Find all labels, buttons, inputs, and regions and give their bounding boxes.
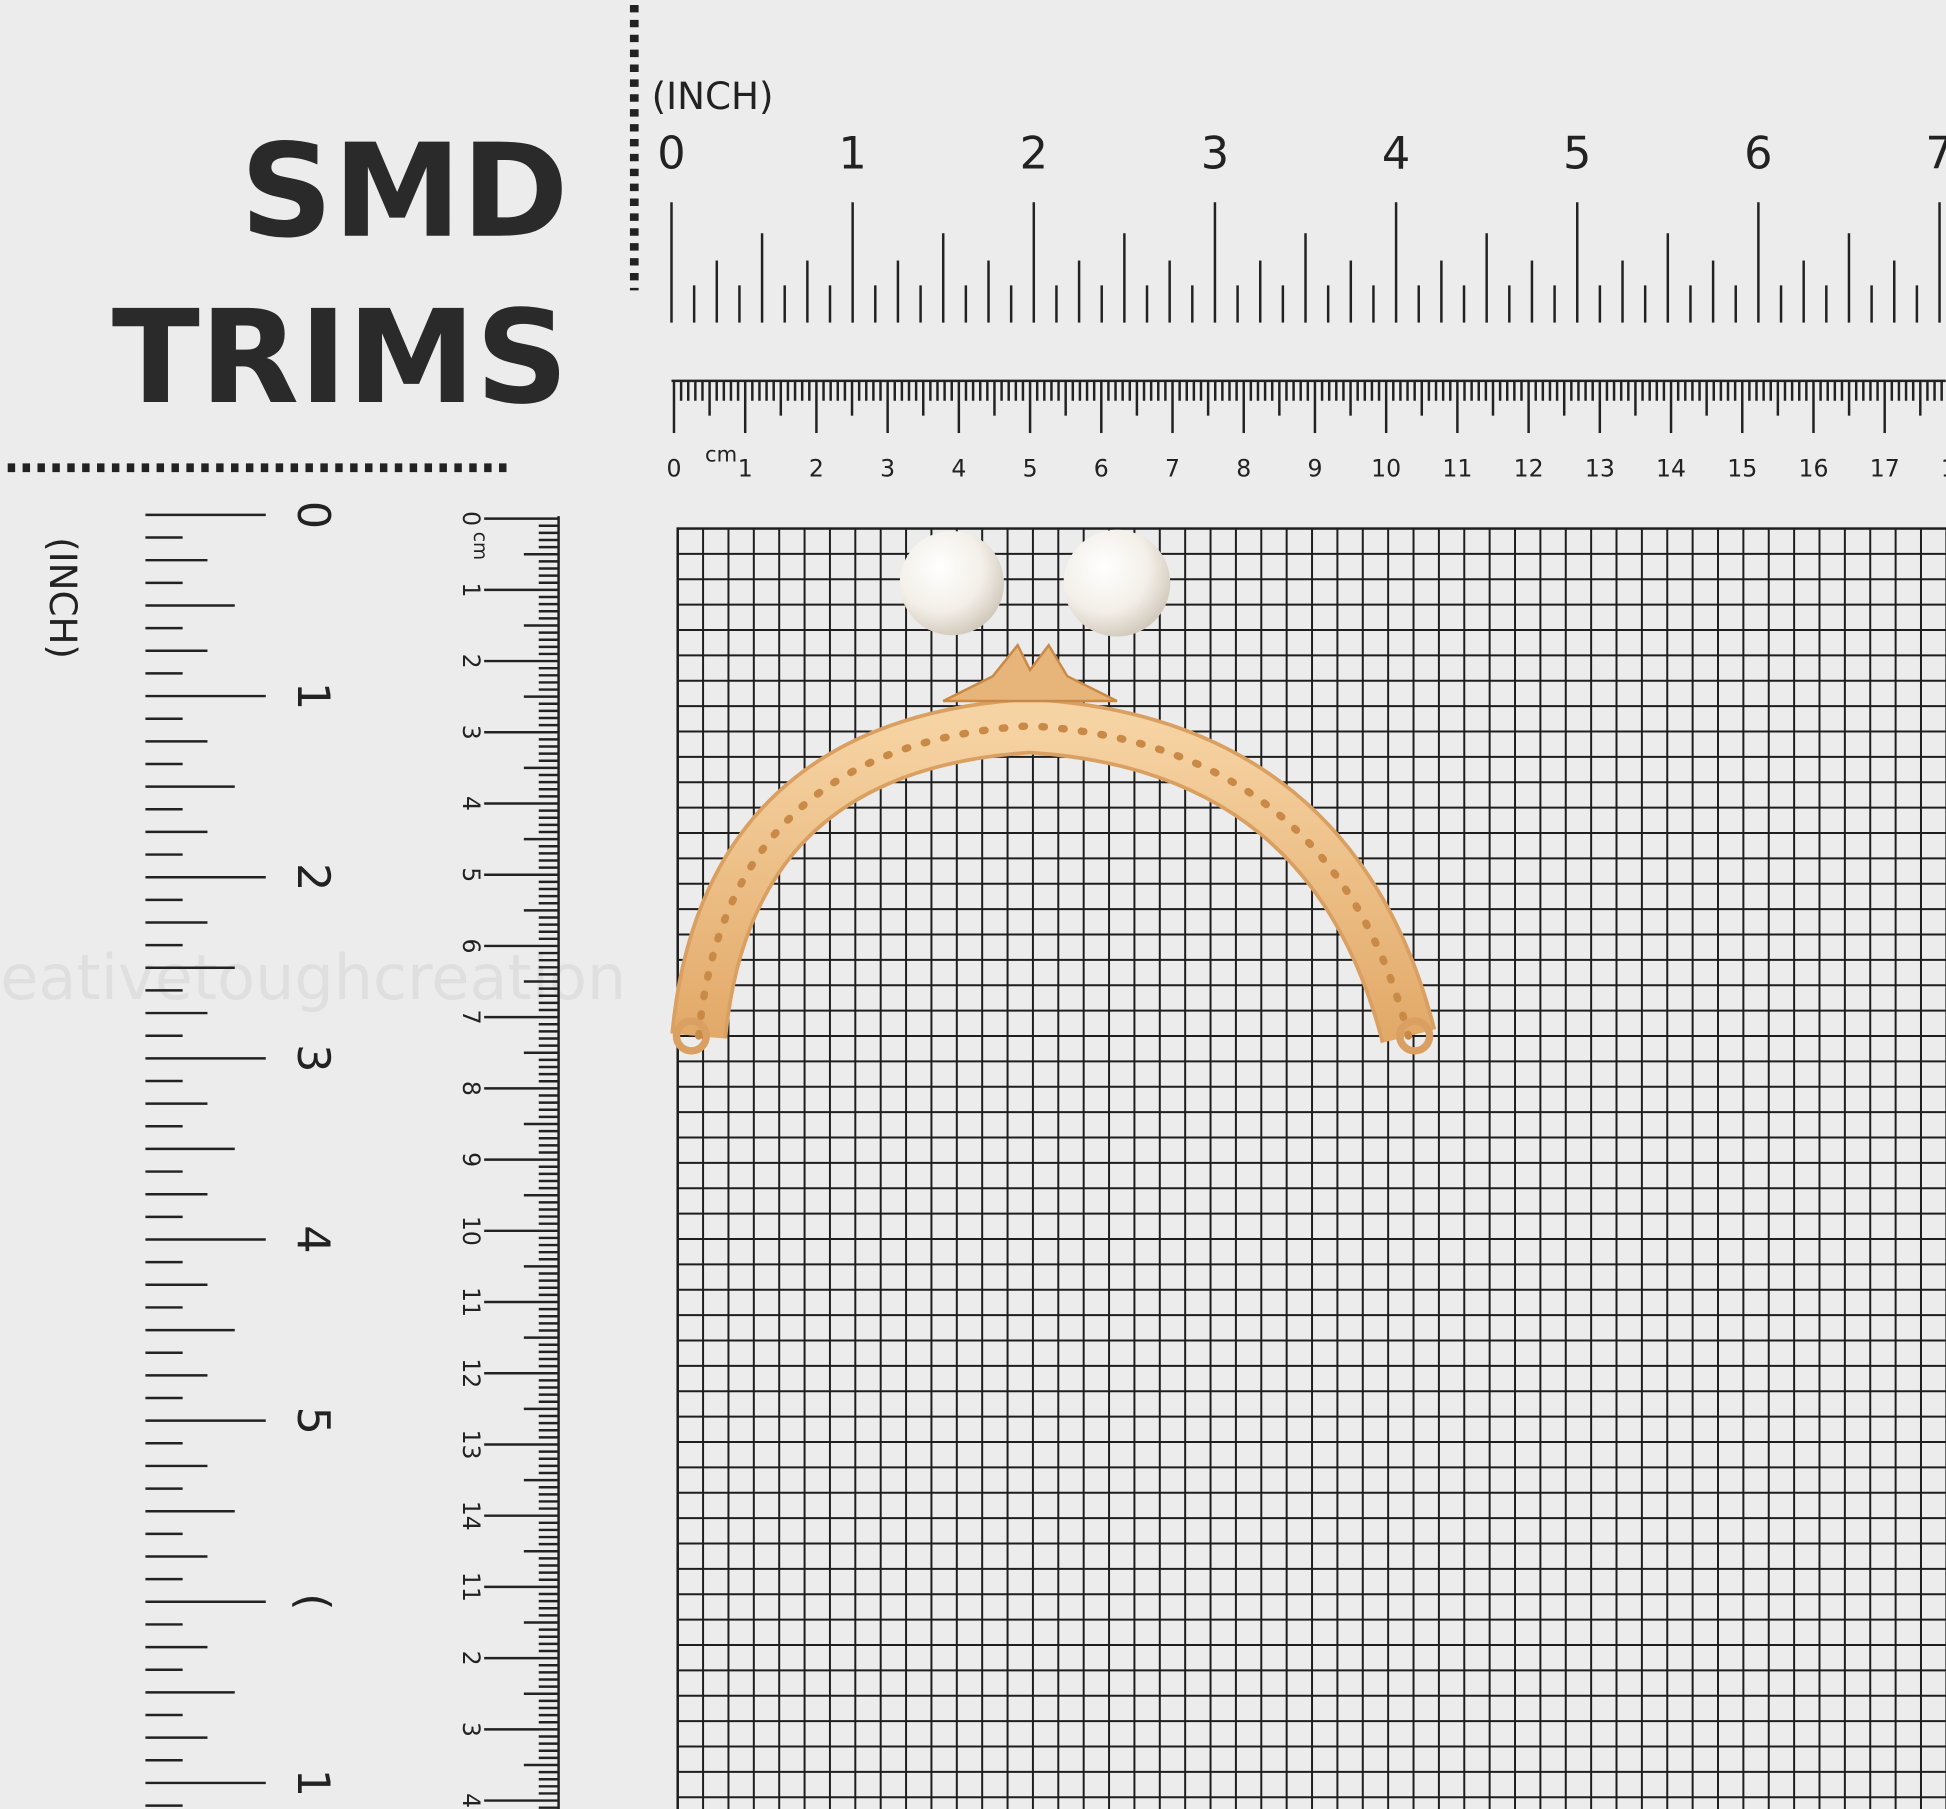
frame-loop bbox=[1396, 1017, 1434, 1055]
tick-label: 3 bbox=[457, 1722, 485, 1737]
watermark: eativetoughcreation bbox=[0, 941, 626, 1014]
tick-label: 14 bbox=[1656, 454, 1686, 482]
tick-label: 7 bbox=[1925, 128, 1946, 180]
tick-label: 11 bbox=[457, 1572, 485, 1602]
tick-label: 4 bbox=[457, 1793, 485, 1808]
tick-label: 10 bbox=[1371, 454, 1401, 482]
tick-label: 2 bbox=[1020, 128, 1048, 180]
tick-label: 3 bbox=[457, 725, 485, 740]
unit-label: cm bbox=[705, 442, 737, 467]
tick-label: 1 bbox=[287, 1769, 339, 1797]
tick-label: 9 bbox=[1307, 454, 1322, 482]
tick-label: 2 bbox=[809, 454, 824, 482]
tick-label: 1 bbox=[838, 128, 866, 180]
clasp bbox=[942, 642, 1118, 703]
pearl bbox=[899, 531, 1005, 636]
tick-label: 12 bbox=[1514, 454, 1544, 482]
tick-label: 3 bbox=[287, 1044, 339, 1072]
frame-loop bbox=[672, 1017, 710, 1055]
tick-label: 6 bbox=[1094, 454, 1109, 482]
tick-label: 0 bbox=[457, 511, 485, 526]
tick-label: 0 bbox=[666, 454, 681, 482]
tick-label: 4 bbox=[1382, 128, 1410, 180]
purse-frame bbox=[670, 529, 1437, 1055]
grid-border bbox=[676, 527, 1946, 1809]
tick-label: 0 bbox=[657, 128, 685, 180]
tick-label: 4 bbox=[287, 1225, 339, 1253]
unit-label: (INCH) bbox=[652, 74, 774, 118]
tick-label: 7 bbox=[457, 1010, 485, 1025]
tick-label: 1 bbox=[287, 682, 339, 710]
tick-label: 8 bbox=[457, 1081, 485, 1096]
tick-label: 4 bbox=[457, 796, 485, 811]
unit-label: cm bbox=[469, 532, 490, 560]
tick-label: 5 bbox=[457, 867, 485, 882]
tick-label: 13 bbox=[1585, 454, 1615, 482]
tick-label: 5 bbox=[1023, 454, 1038, 482]
tick-label: 6 bbox=[1744, 128, 1772, 180]
tick-label: 6 bbox=[457, 938, 485, 953]
tick-label: 8 bbox=[1236, 454, 1251, 482]
tick-label: ( bbox=[287, 1593, 339, 1610]
tick-label: 12 bbox=[457, 1358, 485, 1388]
brand-line: TRIMS bbox=[112, 283, 569, 433]
grid bbox=[676, 527, 1946, 1809]
tick-label: 16 bbox=[1798, 454, 1828, 482]
tick-label: 2 bbox=[457, 1651, 485, 1666]
tick-label: 17 bbox=[1870, 454, 1900, 482]
tick-label: 5 bbox=[287, 1406, 339, 1434]
tick-label: 2 bbox=[287, 863, 339, 891]
tick-label: 15 bbox=[1727, 454, 1757, 482]
tick-label: 3 bbox=[880, 454, 895, 482]
tick-label: 10 bbox=[457, 1216, 485, 1246]
tick-label: 11 bbox=[1442, 454, 1472, 482]
tick-label: 5 bbox=[1563, 128, 1591, 180]
tick-label: 7 bbox=[1165, 454, 1180, 482]
tick-label: 18 bbox=[1941, 454, 1946, 482]
tick-label: 3 bbox=[1201, 128, 1229, 180]
tick-label: 14 bbox=[457, 1501, 485, 1531]
tick-label: 4 bbox=[951, 454, 966, 482]
tick-label: 0 bbox=[287, 501, 339, 529]
brand-line: SMD bbox=[240, 117, 568, 267]
tick-label: 11 bbox=[457, 1287, 485, 1317]
unit-label: (INCH) bbox=[41, 537, 85, 659]
tick-label: 1 bbox=[738, 454, 753, 482]
pearl bbox=[1063, 529, 1171, 637]
ruler-ticks bbox=[145, 202, 1946, 1809]
tick-label: 2 bbox=[457, 654, 485, 669]
tick-label: 13 bbox=[457, 1429, 485, 1459]
frame-holes bbox=[695, 722, 1413, 1040]
tick-label: 1 bbox=[457, 582, 485, 597]
tick-label: 9 bbox=[457, 1152, 485, 1167]
